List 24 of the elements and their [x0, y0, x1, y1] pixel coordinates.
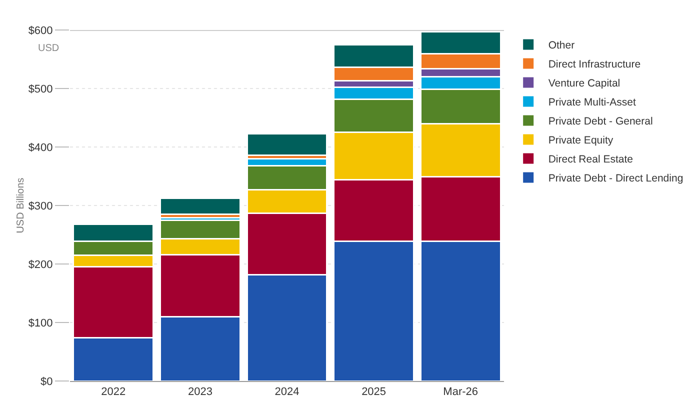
- legend-label: Private Debt - Direct Lending: [548, 172, 684, 185]
- legend-label: Private Equity: [548, 134, 614, 147]
- legend-label: Direct Real Estate: [548, 154, 634, 166]
- x-tick-label: Mar-26: [443, 386, 478, 398]
- y-tick-label: $500: [28, 83, 53, 96]
- bar: [160, 198, 241, 216]
- legend-label: Venture Capital: [548, 78, 620, 90]
- legend-label: Private Debt - General: [548, 116, 653, 128]
- legend-label: Direct Infrastructure: [548, 58, 641, 71]
- bar: [246, 132, 328, 156]
- y-tick-label: $300: [28, 200, 53, 212]
- y-tick-label: $400: [28, 142, 53, 154]
- x-tick-label: 2024: [274, 386, 300, 398]
- y-axis-title: USD Billions: [15, 178, 26, 234]
- y-tick-label: $0: [40, 376, 53, 388]
- legend-label: Private Multi-Asset: [548, 96, 636, 109]
- x-tick-label: 2025: [362, 386, 386, 398]
- x-tick-label: 2023: [188, 386, 212, 398]
- y-tick-label: $100: [28, 317, 53, 330]
- text: USD: [38, 43, 60, 54]
- y-tick-label: $600: [28, 24, 53, 37]
- x-tick-label: 2022: [101, 386, 126, 398]
- y-tick-label: $200: [28, 258, 53, 271]
- legend-label: Other: [548, 40, 576, 52]
